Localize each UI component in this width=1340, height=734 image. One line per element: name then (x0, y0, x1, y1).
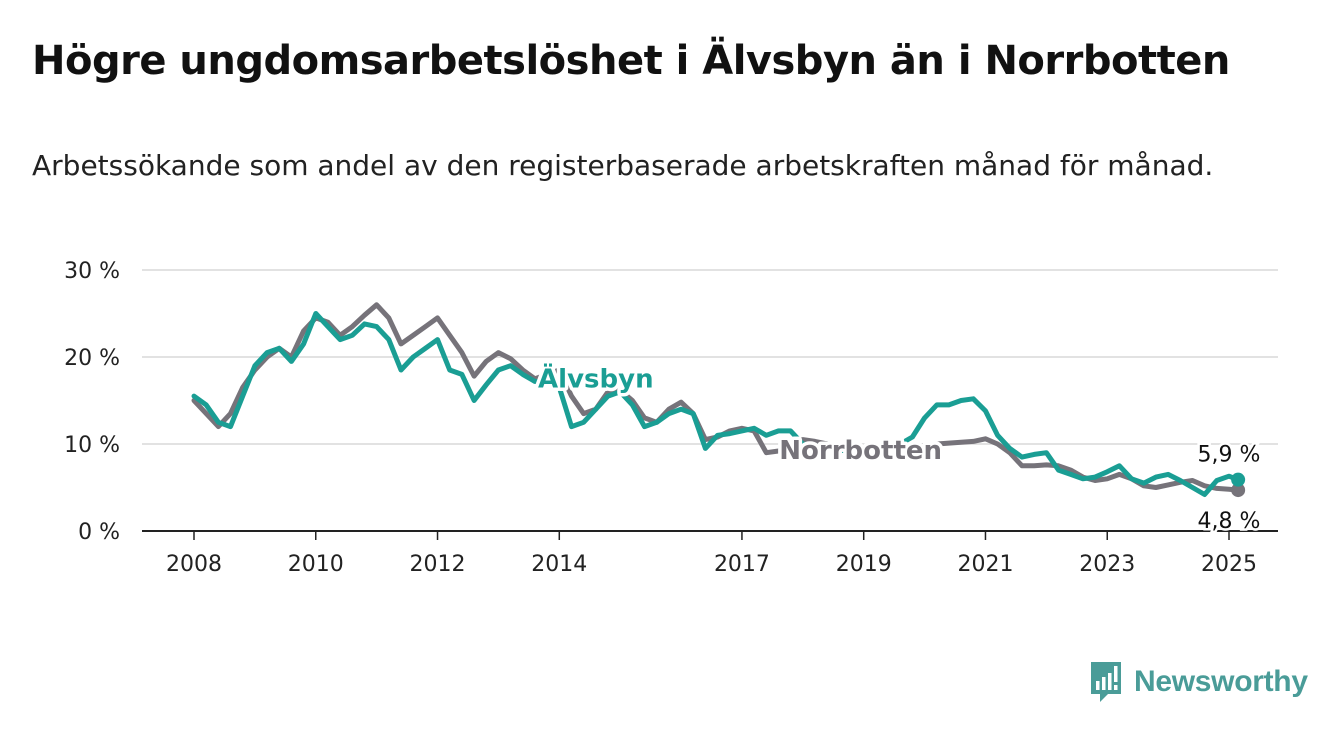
chart-title: Högre ungdomsarbetslöshet i Älvsbyn än i… (32, 38, 1230, 84)
series-name-label-0: Norrbotten (779, 436, 942, 466)
series-layer (191, 302, 1246, 498)
x-tick-label: 2025 (1201, 552, 1257, 577)
x-tick-label: 2017 (714, 552, 770, 577)
y-tick-label: 20 % (64, 346, 120, 371)
y-tick-label: 10 % (64, 433, 120, 458)
x-tick-label: 2023 (1079, 552, 1135, 577)
label-layer: Norrbotten Älvsbyn 4,8 % 5,9 % (535, 359, 1263, 537)
x-tick-label: 2021 (957, 552, 1013, 577)
series-end-point-1 (1231, 472, 1246, 487)
series-line-1 (191, 311, 1241, 497)
brand-name: Newsworthy (1134, 665, 1308, 698)
newsworthy-logo-icon (1091, 662, 1121, 702)
series-end-point-0 (1231, 483, 1246, 498)
x-tick-label: 2010 (288, 552, 344, 577)
end-value-label-1: 5,9 % (1198, 443, 1261, 468)
series-line-0 (191, 302, 1241, 493)
x-tick-label: 2019 (836, 552, 892, 577)
x-tick-label: 2014 (531, 552, 587, 577)
y-tick-label: 0 % (78, 520, 120, 545)
end-value-label-0: 4,8 % (1198, 509, 1261, 534)
x-tick-label: 2008 (166, 552, 222, 577)
x-tick-label: 2012 (410, 552, 466, 577)
y-tick-label: 30 % (64, 259, 120, 284)
grid-layer: 0 % 10 % 20 % 30 % 2008 2010 2012 2014 2017 2019 2… (64, 259, 1278, 577)
chart-subtitle: Arbetssökande som andel av den registerb… (32, 149, 1214, 182)
series-name-label-1: Älvsbyn (538, 362, 654, 394)
brand-logo[interactable]: Newsworthy (1088, 660, 1308, 704)
